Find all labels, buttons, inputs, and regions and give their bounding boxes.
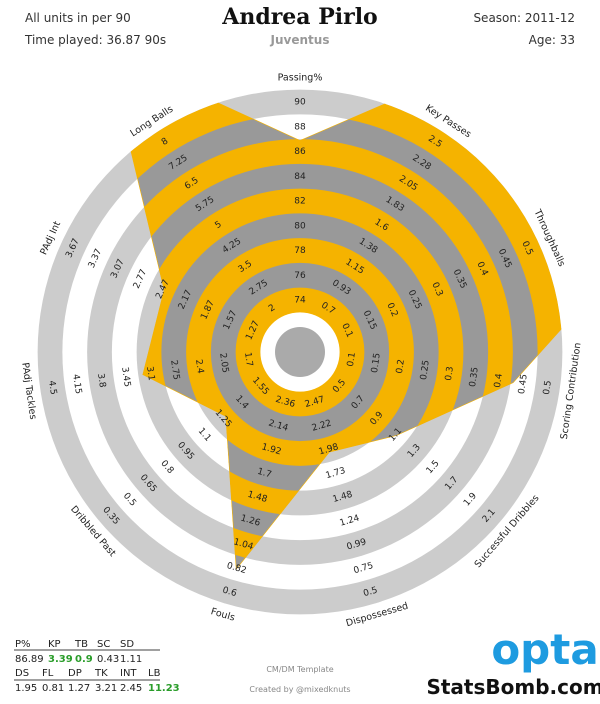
age: Age: 33	[529, 33, 575, 47]
tick-label: 88	[294, 122, 306, 132]
table-header: KP	[48, 639, 61, 650]
units-note: All units in per 90	[25, 11, 131, 25]
tick-label: 0.35	[468, 366, 481, 387]
table-header: TK	[94, 668, 108, 679]
tick-label: 0.5	[362, 586, 379, 600]
tick-label: 74	[294, 296, 306, 306]
table-header: SC	[97, 639, 110, 650]
tick-label: 1.7	[242, 352, 254, 368]
table-header: INT	[120, 668, 137, 679]
tick-label: 5	[214, 220, 224, 232]
tick-label: 76	[294, 271, 306, 281]
tick-label: 0.5	[542, 380, 554, 396]
tick-label: 2	[267, 303, 277, 315]
table-value: 0.43	[97, 654, 119, 665]
table-value: 1.95	[15, 683, 37, 694]
tick-label: 3.1	[144, 366, 156, 382]
radar-polygon	[106, 89, 563, 571]
table-header: LB	[148, 668, 161, 679]
table-value: 0.9	[75, 654, 93, 665]
site-name: StatsBomb.com	[426, 675, 600, 699]
center-dot	[275, 327, 325, 377]
tick-label: 2.05	[217, 352, 230, 373]
season: Season: 2011-12	[473, 11, 575, 25]
table-header: DP	[68, 668, 82, 679]
tick-label: 3.8	[95, 373, 107, 389]
axis-label: Passing%	[278, 73, 323, 84]
table-value: 1.27	[68, 683, 90, 694]
tick-label: 86	[294, 147, 306, 157]
tick-label: 2.75	[168, 359, 181, 380]
tick-label: 0.25	[419, 359, 432, 380]
tick-label: 8	[160, 136, 170, 148]
tick-label: 3.45	[119, 366, 132, 387]
table-value: 2.45	[120, 683, 142, 694]
table-header: FL	[42, 668, 54, 679]
tick-label: 0.1	[346, 352, 358, 368]
tick-label: 90	[294, 98, 306, 108]
axis-label: Fouls	[209, 606, 236, 623]
tick-label: 84	[294, 172, 306, 182]
axis-label: Scoring Contribution	[559, 342, 584, 440]
tick-label: 80	[294, 221, 306, 231]
table-header: TB	[74, 639, 88, 650]
table-header: P%	[15, 639, 31, 650]
table-value: 11.23	[148, 683, 180, 694]
opta-logo: opta	[491, 625, 598, 674]
template-note: CM/DM Template	[266, 665, 333, 674]
tick-label: 4.15	[70, 373, 83, 394]
table-value: 3.21	[95, 683, 117, 694]
tick-label: 78	[294, 246, 306, 256]
player-name: Andrea Pirlo	[221, 4, 377, 30]
tick-label: 1.7	[256, 467, 273, 481]
tick-label: 0.2	[395, 359, 407, 375]
team-name: Juventus	[270, 33, 330, 47]
tick-label: 0.4	[493, 373, 505, 389]
axis-label: PAdj Tackles	[19, 362, 38, 420]
table-header: SD	[120, 639, 134, 650]
table-value: 3.39	[48, 654, 73, 665]
tick-label: 0.3	[444, 366, 456, 382]
tick-label: 0.6	[221, 586, 238, 600]
credit: Created by @mixedknuts	[249, 685, 350, 694]
table-value: 0.81	[42, 683, 64, 694]
tick-label: 4.5	[46, 380, 58, 396]
tick-label: 0.45	[517, 373, 530, 394]
table-header: DS	[15, 668, 29, 679]
table-value: 1.11	[120, 654, 142, 665]
tick-label: 2.4	[193, 359, 205, 375]
tick-label: 0.15	[370, 352, 383, 373]
table-value: 86.89	[15, 654, 44, 665]
tick-label: 82	[294, 197, 305, 207]
time-played: Time played: 36.87 90s	[24, 33, 166, 47]
